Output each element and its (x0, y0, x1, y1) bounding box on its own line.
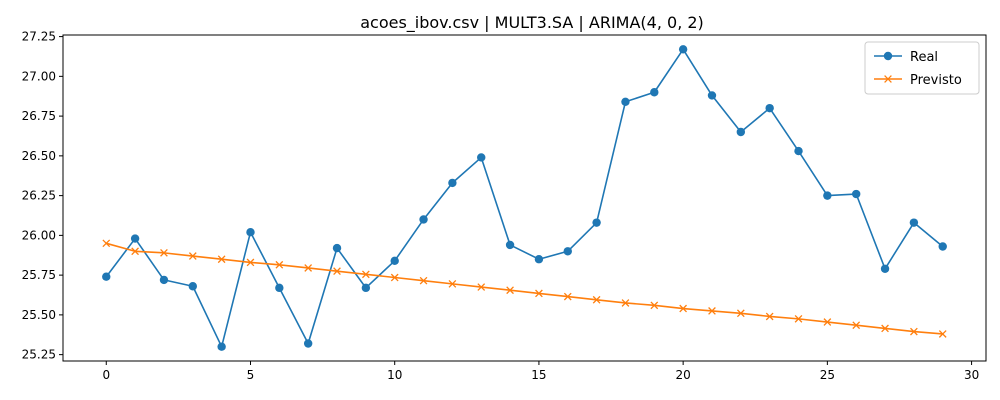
legend-box (864, 41, 980, 95)
data-point-real (159, 275, 169, 285)
data-point-previsto (131, 247, 139, 256)
y-tick-label: 26.25 (22, 189, 56, 203)
data-point-real (909, 218, 919, 227)
data-point-previsto (794, 314, 803, 323)
data-point-previsto (102, 239, 111, 248)
data-point-previsto (160, 249, 168, 257)
data-point-previsto (275, 260, 284, 269)
data-point-real (707, 91, 717, 100)
data-point-real (505, 240, 515, 250)
data-point-previsto (592, 295, 601, 304)
data-point-real (130, 234, 140, 243)
y-tick-label: 26.50 (22, 149, 56, 163)
x-tick-label: 20 (676, 368, 691, 382)
data-point-previsto (765, 312, 774, 321)
data-point-real (419, 215, 428, 224)
data-point-real (794, 146, 803, 156)
legend-marker-real (883, 51, 893, 61)
x-tick-label: 15 (531, 368, 546, 382)
data-point-real (534, 255, 544, 264)
legend-marker-previsto (884, 75, 892, 83)
data-point-previsto (333, 267, 341, 276)
y-tick-label: 25.25 (22, 348, 56, 362)
data-point-real (765, 103, 774, 113)
series-line-previsto (106, 242, 943, 335)
data-point-previsto (881, 324, 889, 333)
data-point-previsto (535, 289, 543, 298)
legend-label-real: Real (910, 50, 938, 65)
data-point-previsto (650, 301, 659, 310)
data-point-previsto (910, 327, 918, 336)
y-tick-label: 27.00 (22, 69, 56, 83)
data-point-real (823, 191, 832, 200)
data-point-previsto (419, 276, 428, 285)
data-point-real (448, 178, 457, 188)
y-tick-label: 27.25 (22, 30, 56, 44)
data-point-real (390, 256, 399, 266)
data-point-previsto (563, 292, 572, 301)
y-tick-label: 26.75 (22, 109, 56, 123)
data-point-real (736, 127, 746, 137)
data-point-real (880, 264, 890, 273)
data-point-previsto (361, 270, 370, 279)
data-point-previsto (477, 283, 486, 291)
data-point-real (332, 243, 342, 253)
data-point-real (303, 339, 313, 348)
data-point-real (477, 153, 486, 162)
legend: Real Previsto (864, 41, 980, 95)
data-point-previsto (217, 255, 226, 264)
series-line-real (105, 48, 944, 348)
x-tick-label: 5 (247, 368, 255, 382)
x-tick-label: 25 (820, 368, 835, 382)
data-point-real (246, 227, 255, 237)
x-tick-label: 0 (102, 368, 110, 382)
data-point-real (938, 242, 947, 251)
data-point-previsto (448, 280, 457, 288)
data-point-real (621, 97, 630, 106)
data-point-previsto (390, 273, 399, 282)
data-point-previsto (506, 286, 514, 295)
plot-frame (62, 34, 987, 362)
data-point-previsto (708, 307, 716, 315)
data-point-real (188, 282, 197, 291)
data-point-previsto (304, 264, 313, 272)
data-point-real (852, 189, 861, 199)
data-point-real (275, 283, 284, 293)
data-point-previsto (679, 304, 688, 313)
x-tick-label: 30 (964, 368, 979, 382)
y-tick-label: 26.00 (22, 228, 56, 242)
plot-area: 0 5 10 15 20 25 30 25.25 25.50 25.75 26.00 26.25 26.… (22, 30, 987, 382)
data-point-previsto (938, 330, 947, 338)
data-point-previsto (852, 321, 861, 330)
data-point-real (650, 88, 659, 97)
legend-label-previsto: Previsto (910, 73, 962, 88)
data-point-previsto (736, 309, 745, 318)
y-tick-label: 25.50 (22, 308, 56, 322)
data-point-previsto (246, 258, 255, 267)
data-point-real (592, 218, 601, 227)
data-point-real (361, 283, 371, 293)
data-point-real (678, 45, 688, 54)
data-point-real (563, 247, 572, 256)
x-tick-label: 10 (387, 368, 402, 382)
data-point-previsto (823, 318, 832, 326)
y-tick-label: 25.75 (22, 268, 56, 282)
data-point-previsto (188, 252, 197, 260)
data-point-previsto (621, 299, 630, 307)
data-point-real (102, 272, 111, 281)
chart-title: acoes_ibov.csv | MULT3.SA | ARIMA(4, 0, … (360, 13, 704, 33)
data-point-real (217, 342, 226, 351)
